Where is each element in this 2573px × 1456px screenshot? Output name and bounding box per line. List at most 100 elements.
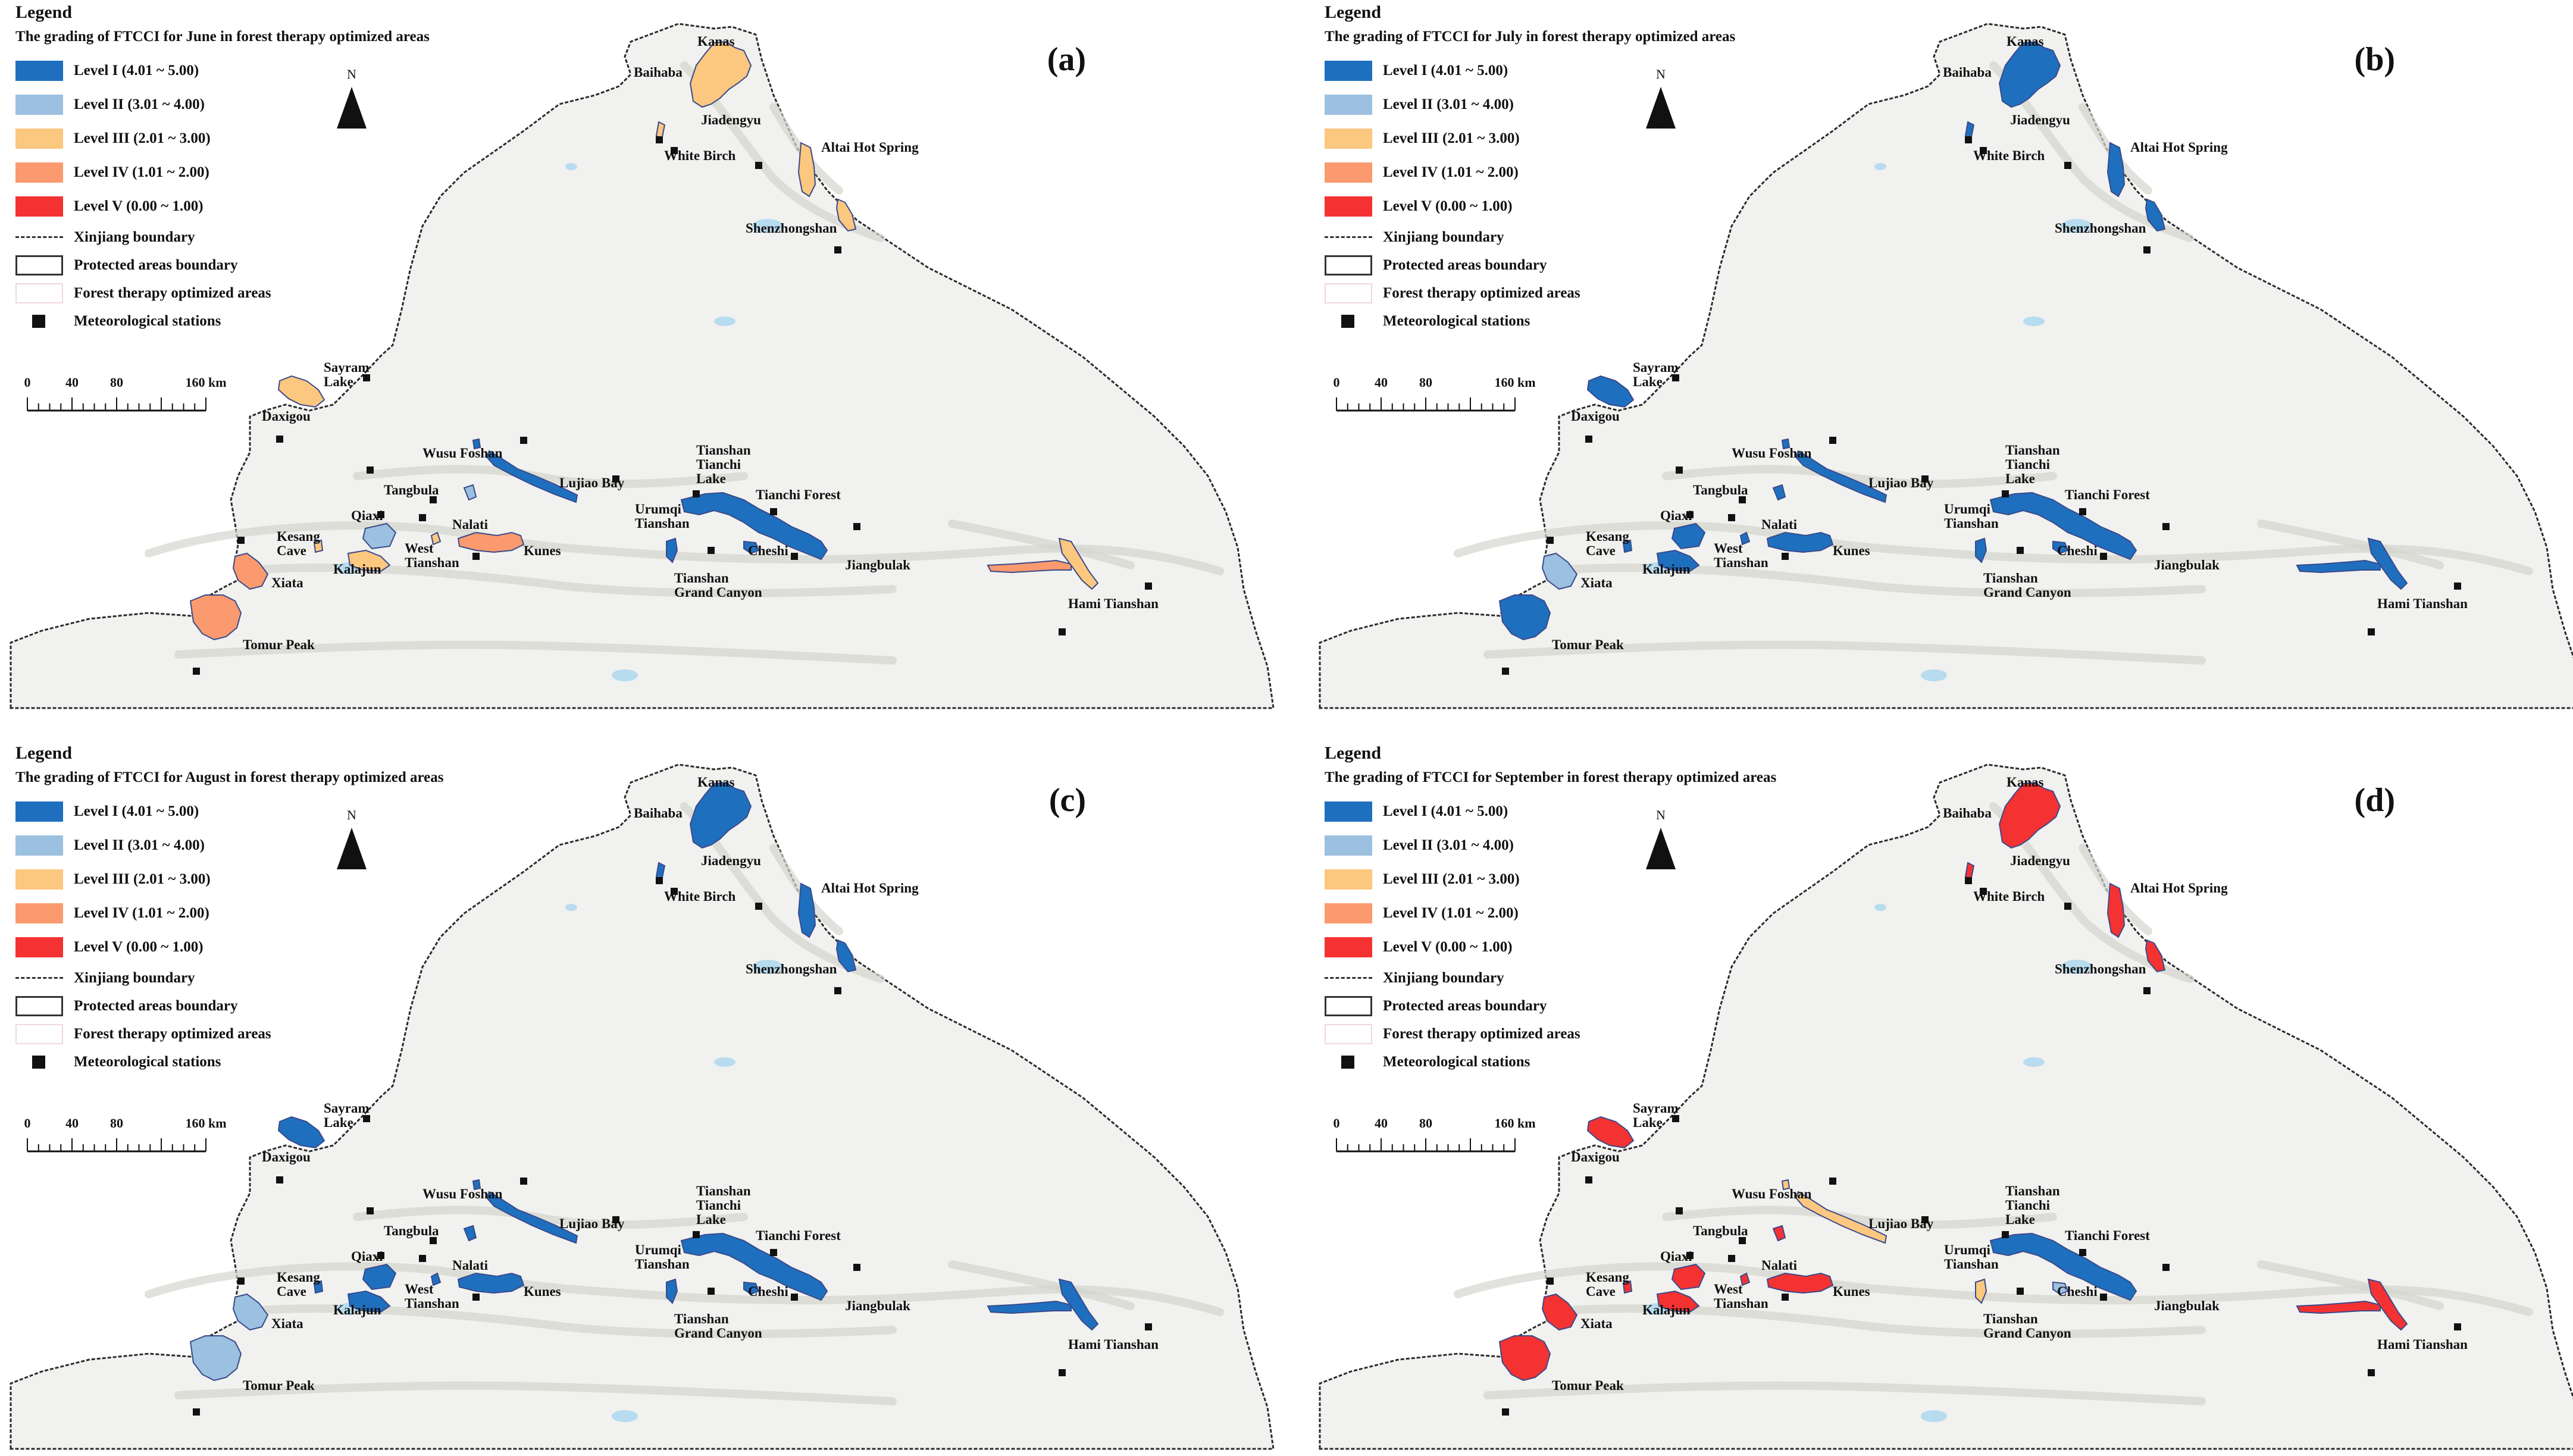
forest-area-daxigou [1586,375,1635,408]
place-label-qiaxi: Qiaxi [1660,508,1692,523]
legend-forest-areas-symbol [15,1023,63,1044]
legend-protected-boundary-symbol [15,995,63,1016]
north-arrow: N [337,807,367,869]
legend-protected-boundary: Protected areas boundary [15,251,551,279]
terrain-ridge [948,1260,1135,1310]
forest-area-daxigou [1586,1116,1635,1149]
meteorological-station [237,537,245,544]
map-canvas [1319,763,2573,1450]
meteorological-station [1059,628,1066,635]
legend-swatch [1325,937,1372,957]
forest-area-kanas [689,40,752,108]
place-label-sayram: Sayram Lake [324,1101,370,1130]
map-panel-b: Legend The grading of FTCCI for July in f… [1309,0,2573,714]
meteorological-station [1980,888,1987,895]
forest-area-nalati [1739,1272,1751,1286]
meteorological-station [1059,1369,1066,1376]
scale-tick-label: 0 [1333,375,1340,390]
forest-area-kalajun [347,549,391,572]
place-label-tangbula: Tangbula [1693,1223,1748,1238]
legend-xinjiang-boundary: Xinjiang boundary [15,223,551,251]
meteorological-station [656,877,663,884]
meteorological-station [1921,1216,1929,1223]
north-label: N [347,807,356,822]
legend-swatch [1325,869,1372,890]
forest-area-kesang [313,539,324,553]
place-label-jiangbulak: Jiangbulak [845,558,910,572]
place-label-cheshi: Cheshi [2057,1284,2098,1299]
legend-protected-boundary-label: Protected areas boundary [1383,997,1547,1014]
forest-area-kunes [457,1272,525,1294]
forest-area-xiata [1541,552,1578,590]
forest-area-wusu [1781,1179,1791,1191]
meteorological-station [520,1178,527,1185]
legend-swatch [15,903,63,923]
forest-area-tangbula [463,1225,477,1242]
forest-area-hami-main [987,1300,1072,1314]
meteorological-station [367,1207,374,1214]
meteorological-station [1686,511,1694,518]
terrain-ridge [234,563,897,597]
place-label-urumqi: Urumqi Tianshan [635,1242,690,1272]
legend-title: Legend [15,743,73,763]
terrain-ridge [1483,640,2206,665]
place-label-shenzhongshan: Shenzhongshan [746,962,837,976]
legend-forest-areas: Forest therapy optimized areas [1325,1020,1860,1048]
place-label-kanas: Kanas [697,775,735,790]
scale-tick-label: 160 km [185,375,227,390]
legend: Legend The grading of FTCCI for September… [1325,741,1860,1076]
lake [1921,1410,1947,1422]
scale-tick-label: 80 [1419,375,1432,390]
place-label-tomur: Tomur Peak [1552,637,1624,652]
scale-bar-graphic [27,397,206,412]
lake [1874,163,1886,170]
scale-tick-label: 0 [1333,1116,1340,1131]
legend-met-stations-label: Meteorological stations [74,312,221,329]
lake [2061,219,2092,233]
scale-bar-graphic [1336,1138,1516,1153]
place-label-tangbula: Tangbula [1693,483,1748,497]
forest-area-tianchi [1989,1232,2137,1301]
legend-forest-areas-label: Forest therapy optimized areas [1383,284,1580,301]
legend-level-4: Level IV (1.01 ~ 2.00) [1325,155,1860,189]
forest-area-wusu [1781,438,1791,450]
legend-swatch [1325,60,1372,81]
meteorological-station [363,1115,370,1122]
meteorological-station [1145,583,1152,590]
forest-area-tianchi [1989,491,2137,561]
meteorological-station [237,1277,245,1285]
terrain-ridge [1483,1381,2206,1405]
scale-tick-label: 160 km [1494,375,1536,390]
legend-level-label: Level I (4.01 ~ 5.00) [1383,803,1508,819]
meteorological-station [193,668,200,675]
meteorological-station [1782,1294,1789,1301]
lake [2023,1057,2045,1067]
legend-xinjiang-boundary-symbol [15,236,63,238]
meteorological-station [755,162,762,169]
place-label-west-tianshan: West Tianshan [405,1282,459,1311]
place-label-tianchi-forest: Tianchi Forest [2065,487,2150,502]
forest-area-kalajun [1656,1290,1700,1313]
legend-swatch [15,60,63,81]
place-label-altai: Altai Hot Spring [821,881,919,895]
meteorological-station [1921,475,1929,483]
legend-swatch [15,162,63,183]
meteorological-station [472,553,480,560]
legend-level-3: Level III (2.01 ~ 3.00) [1325,121,1860,155]
map-canvas [10,763,1275,1450]
meteorological-station [693,1231,700,1238]
place-label-baihaba: Baihaba [1943,65,1992,80]
legend-level-4: Level IV (1.01 ~ 2.00) [15,155,551,189]
lake [714,1057,735,1067]
forest-area-tomur [189,1335,242,1382]
scale-tick-label: 40 [65,375,79,390]
place-label-xiata: Xiata [1580,575,1613,590]
meteorological-station [430,1237,437,1244]
scale-tick-label: 160 km [185,1116,227,1131]
legend-subtitle: The grading of FTCCI for September in fo… [1325,769,1777,785]
legend-swatch [15,94,63,115]
scale-tick-label: 80 [110,1116,123,1131]
forest-area-wusu [472,1179,481,1191]
forest-area-hami-east [2367,1278,2408,1331]
north-arrow-icon [337,828,367,869]
